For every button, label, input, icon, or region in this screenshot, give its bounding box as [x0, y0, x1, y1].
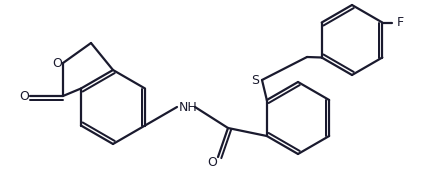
Text: O: O: [19, 90, 29, 102]
Text: O: O: [207, 157, 217, 169]
Text: NH: NH: [179, 100, 198, 114]
Text: F: F: [397, 16, 404, 29]
Text: O: O: [52, 56, 62, 70]
Text: S: S: [251, 73, 259, 87]
